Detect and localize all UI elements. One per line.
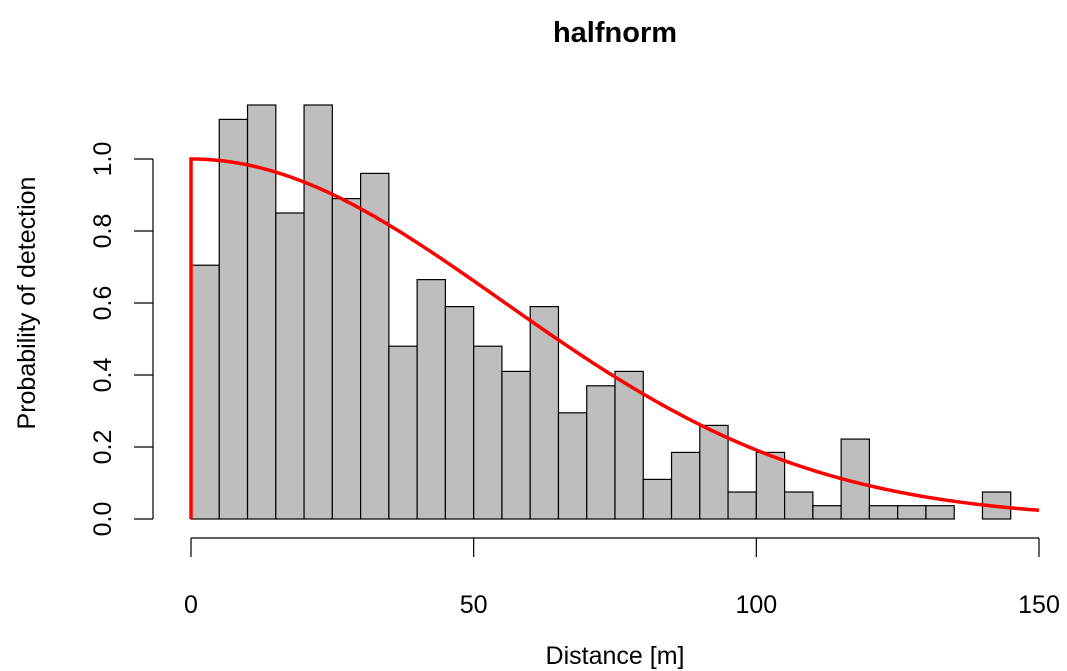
histogram-bar — [444, 306, 475, 520]
x-tick-label: 150 — [1018, 591, 1060, 619]
histogram-bar — [642, 478, 673, 520]
histogram-bar — [812, 505, 842, 520]
x-tick-label: 100 — [735, 591, 777, 619]
y-tick-label: 0.6 — [89, 286, 117, 321]
halfnorm-curve — [189, 157, 1040, 519]
histogram-bar — [529, 306, 560, 520]
histogram-bar — [501, 370, 531, 520]
histogram-bar — [614, 370, 644, 520]
y-tick-label: 0.8 — [89, 214, 117, 249]
y-tick-label: 0.4 — [89, 358, 117, 393]
histogram-bar — [275, 212, 305, 520]
histogram-bar — [246, 104, 277, 520]
x-axis: 0 50 100 150 — [184, 537, 1060, 619]
histogram-bar — [360, 172, 390, 520]
y-axis: 0.0 0.2 0.4 0.6 0.8 1.0 — [89, 142, 154, 537]
y-tick-label: 1.0 — [89, 142, 117, 177]
x-tick-label: 50 — [460, 591, 488, 619]
histogram-bar — [388, 345, 418, 520]
x-axis-label: Distance [m] — [546, 642, 685, 670]
histogram-bars — [190, 104, 1012, 520]
histogram-bar — [303, 104, 333, 520]
histogram-bar — [925, 505, 955, 520]
y-tick-label: 0.2 — [89, 430, 117, 465]
histogram-bar — [190, 264, 220, 520]
y-axis-label: Probability of detection — [13, 177, 41, 430]
histogram-bar — [331, 198, 362, 520]
histogram-bar — [868, 505, 899, 520]
chart-title: halfnorm — [553, 17, 677, 49]
histogram-bar — [699, 424, 729, 520]
histogram-bar — [670, 451, 701, 520]
histogram-bar — [897, 505, 927, 520]
histogram-bar — [755, 451, 786, 520]
histogram-bar — [557, 412, 588, 520]
histogram-bar — [727, 491, 757, 520]
histogram-bar — [586, 385, 616, 520]
histogram-bar — [218, 118, 249, 520]
histogram-bar — [473, 345, 503, 520]
histogram-bar — [783, 491, 814, 520]
y-tick-label: 0.0 — [89, 502, 117, 537]
x-tick-label: 0 — [184, 591, 198, 619]
histogram-bar — [416, 279, 446, 520]
